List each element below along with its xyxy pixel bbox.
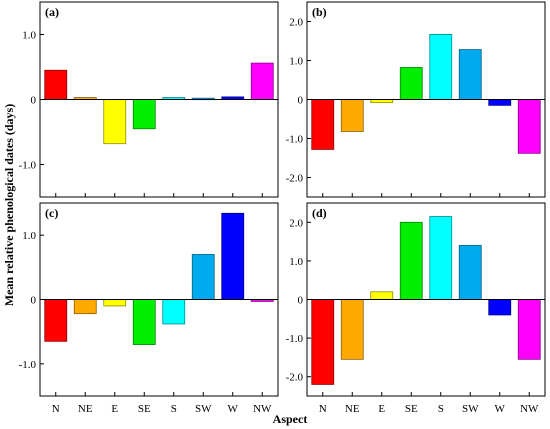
bar bbox=[221, 212, 245, 300]
bar bbox=[103, 99, 127, 145]
bar bbox=[517, 99, 541, 154]
x-tick-label: W bbox=[228, 403, 239, 415]
chart-panel: -2.0 -1.0 0 1.0 2.0 N NE E SE S SW W NW (d) bbox=[286, 202, 546, 415]
x-tick-label: NE bbox=[345, 403, 360, 415]
bar bbox=[340, 99, 364, 132]
y-tick-label: 0 bbox=[31, 95, 37, 107]
bar bbox=[73, 299, 97, 315]
bar bbox=[517, 299, 541, 360]
bar bbox=[162, 299, 186, 325]
panel-label: (b) bbox=[312, 5, 327, 19]
y-tick-label: 1.0 bbox=[289, 256, 303, 268]
chart-panel: -1.0 0 1.0 (a) bbox=[19, 1, 279, 198]
x-tick-label: E bbox=[111, 403, 118, 415]
bar bbox=[429, 216, 453, 300]
x-tick-label: NW bbox=[520, 403, 539, 415]
x-tick-label: NW bbox=[253, 403, 272, 415]
bar bbox=[458, 49, 482, 100]
bar bbox=[191, 254, 215, 300]
y-tick-label: -1.0 bbox=[286, 134, 304, 146]
bar bbox=[44, 299, 68, 342]
y-tick-label: -1.0 bbox=[286, 333, 304, 345]
x-tick-label: E bbox=[378, 403, 385, 415]
y-tick-label: -1.0 bbox=[19, 160, 37, 172]
bar bbox=[488, 299, 512, 316]
x-tick-label: SW bbox=[462, 403, 479, 415]
bar bbox=[311, 99, 335, 150]
panels-group: -1.001.0(a)-2.0-1.001.02.0(b)-1.001.0N NE… bbox=[19, 1, 546, 415]
y-tick-label: -1.0 bbox=[19, 359, 37, 371]
y-tick-label: 0 bbox=[298, 295, 304, 307]
x-tick-label: N bbox=[319, 403, 327, 415]
y-tick-label: 0 bbox=[31, 295, 37, 307]
bar bbox=[44, 69, 68, 100]
x-tick-label: W bbox=[495, 403, 506, 415]
bar bbox=[429, 33, 453, 100]
bar bbox=[340, 299, 364, 360]
y-tick-label: 2.0 bbox=[289, 217, 303, 229]
bar bbox=[488, 99, 512, 106]
panel-label: (c) bbox=[45, 206, 58, 220]
x-tick-label: S bbox=[171, 403, 177, 415]
bar bbox=[103, 299, 127, 307]
y-tick-label: -2.0 bbox=[286, 173, 304, 185]
bar bbox=[458, 245, 482, 300]
x-tick-label: SE bbox=[405, 403, 418, 415]
bar bbox=[132, 299, 156, 345]
y-tick-label: 0 bbox=[298, 95, 304, 107]
x-tick-label: N bbox=[52, 403, 60, 415]
y-tick-label: 2.0 bbox=[289, 17, 303, 29]
x-tick-label: NE bbox=[78, 403, 93, 415]
x-tick-label: SW bbox=[195, 403, 212, 415]
y-tick-label: -2.0 bbox=[286, 372, 304, 384]
bar bbox=[399, 67, 423, 100]
bar bbox=[132, 99, 156, 130]
bar bbox=[250, 62, 274, 100]
y-tick-label: 1.0 bbox=[22, 30, 36, 42]
chart-panel: -2.0 -1.0 0 1.0 2.0 (b) bbox=[286, 1, 546, 198]
panel-label: (a) bbox=[45, 5, 59, 19]
bar bbox=[311, 299, 335, 385]
bar bbox=[399, 221, 423, 300]
y-axis-title: Mean relative phenological dates (days) bbox=[2, 104, 16, 306]
x-tick-label: SE bbox=[138, 403, 151, 415]
x-tick-label: S bbox=[438, 403, 444, 415]
panel-label: (d) bbox=[312, 206, 327, 220]
y-tick-label: 1.0 bbox=[289, 56, 303, 68]
y-tick-label: 1.0 bbox=[22, 230, 36, 242]
bar bbox=[370, 291, 394, 300]
chart-panel: -1.0 0 1.0 N NE E SE S SW W NW (c) bbox=[19, 202, 279, 415]
x-axis-title: Aspect bbox=[273, 412, 308, 426]
